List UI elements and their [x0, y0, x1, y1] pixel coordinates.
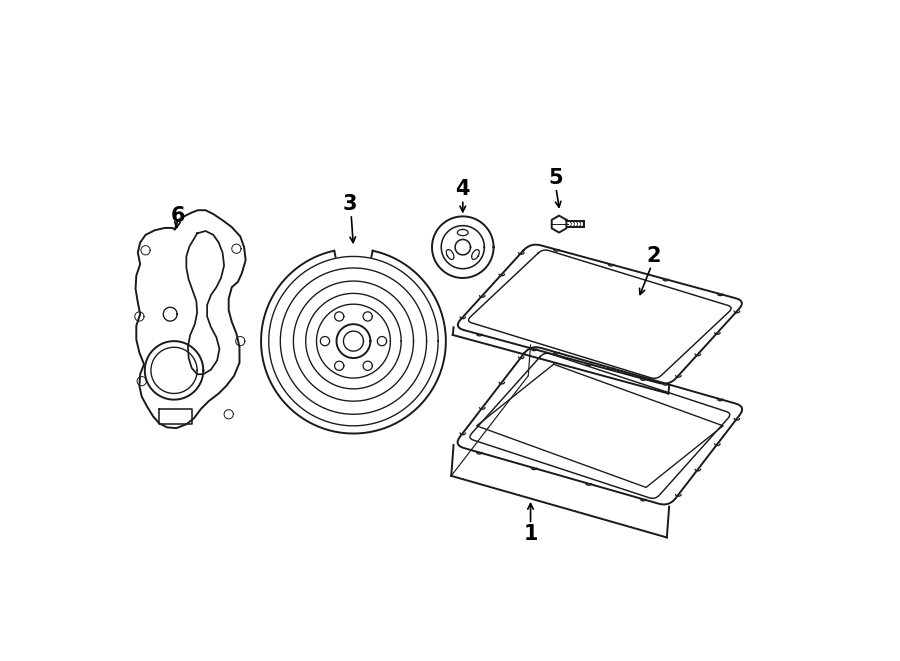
Text: 2: 2: [646, 247, 661, 266]
Text: 6: 6: [171, 206, 185, 226]
Text: 4: 4: [455, 179, 470, 200]
Text: 5: 5: [548, 168, 562, 188]
Text: 1: 1: [523, 524, 538, 543]
Text: 3: 3: [342, 194, 356, 214]
